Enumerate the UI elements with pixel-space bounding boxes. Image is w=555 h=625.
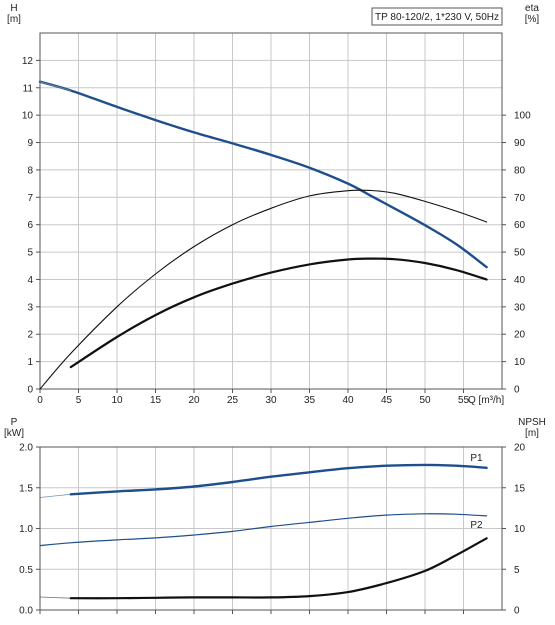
y-axis-right-label: NPSH <box>518 417 546 428</box>
power-npsh-chart: 0.0 0.5 1.0 1.5 2.0 0 5 10 15 20 P[kW] NPSH[m] P1 P2 <box>4 417 546 617</box>
tick-label-bottom: 30 <box>265 395 277 406</box>
tick-label-right: 0 <box>514 606 520 617</box>
tick-label-left: 8 <box>27 165 33 176</box>
tick-label-right: 40 <box>514 275 526 286</box>
series-line-1-4 <box>39 596 72 599</box>
tick-label-bottom: 10 <box>111 395 123 406</box>
x-axis-label: Q [m³/h] <box>468 395 504 406</box>
tick-label-left: 0 <box>27 385 33 396</box>
series-line-0-1 <box>39 81 72 91</box>
chart-title-box: TP 80-120/2, 1*230 V, 50Hz <box>371 7 503 26</box>
tick-label-bottom: 50 <box>419 395 431 406</box>
tick-label-right: 0 <box>514 385 520 396</box>
title-frame <box>371 7 503 26</box>
tick-label-right: 10 <box>514 357 526 368</box>
tick-label-bottom: 15 <box>150 395 162 406</box>
tick-label-bottom: 0 <box>37 395 43 406</box>
tick-label-right: 70 <box>514 193 526 204</box>
series-line-p2 <box>39 513 488 547</box>
tick-label-right: 100 <box>514 111 531 122</box>
tick-label-right: 30 <box>514 302 526 313</box>
tick-label-left: 6 <box>27 220 33 231</box>
tick-label-right: 20 <box>514 330 526 341</box>
tick-label-bottom: 40 <box>342 395 354 406</box>
series-label-p2: P2 <box>470 520 483 531</box>
series-line-0-0 <box>38 80 488 269</box>
tick-label-left: 9 <box>27 138 33 149</box>
series-line-p1 <box>69 463 488 496</box>
tick-label-left: 5 <box>27 248 33 259</box>
tick-label-right: 5 <box>514 565 520 576</box>
y-axis-left-label: H <box>10 3 17 14</box>
tick-label-bottom: 35 <box>304 395 316 406</box>
tick-label-bottom: 45 <box>381 395 393 406</box>
chart-title: TP 80-120/2, 1*230 V, 50Hz <box>375 12 499 23</box>
y-axis-left-label: P <box>11 417 18 428</box>
tick-label-bottom: 5 <box>76 395 82 406</box>
series-line-0-2 <box>39 189 488 390</box>
series-line-1-3 <box>69 537 488 600</box>
series-line-0-3 <box>69 257 488 369</box>
y-axis-right-unit: [m] <box>525 428 539 439</box>
tick-label-left: 0.0 <box>19 606 33 617</box>
tick-label-left: 12 <box>22 56 34 67</box>
plot-frame <box>39 32 503 390</box>
tick-label-right: 10 <box>514 524 526 535</box>
tick-label-left: 11 <box>23 83 34 94</box>
tick-label-left: 1 <box>27 357 33 368</box>
y-axis-left-unit: [m] <box>7 14 21 25</box>
tick-label-left: 0.5 <box>19 565 33 576</box>
tick-label-left: 4 <box>27 275 33 286</box>
y-axis-left-unit: [kW] <box>4 428 24 439</box>
tick-label-bottom: 25 <box>227 395 239 406</box>
tick-label-right: 15 <box>514 483 526 494</box>
tick-label-right: 50 <box>514 248 526 259</box>
y-axis-right-unit: [%] <box>525 14 540 25</box>
plot-frame <box>39 446 503 611</box>
tick-label-left: 2.0 <box>19 443 33 454</box>
tick-label-left: 1.0 <box>19 524 33 535</box>
tick-label-bottom: 55 <box>458 395 470 406</box>
tick-label-bottom: 20 <box>188 395 200 406</box>
y-axis-right-label: eta <box>525 3 539 14</box>
tick-label-left: 1.5 <box>19 483 33 494</box>
tick-label-right: 90 <box>514 138 526 149</box>
tick-label-left: 2 <box>27 330 33 341</box>
tick-label-right: 20 <box>514 443 526 454</box>
tick-label-left: 3 <box>27 302 33 313</box>
tick-label-left: 7 <box>27 193 33 204</box>
series-line-1-1 <box>39 493 72 498</box>
series-label-p1: P1 <box>470 453 483 464</box>
tick-label-right: 60 <box>514 220 526 231</box>
tick-label-right: 80 <box>514 165 526 176</box>
tick-label-left: 10 <box>22 111 34 122</box>
